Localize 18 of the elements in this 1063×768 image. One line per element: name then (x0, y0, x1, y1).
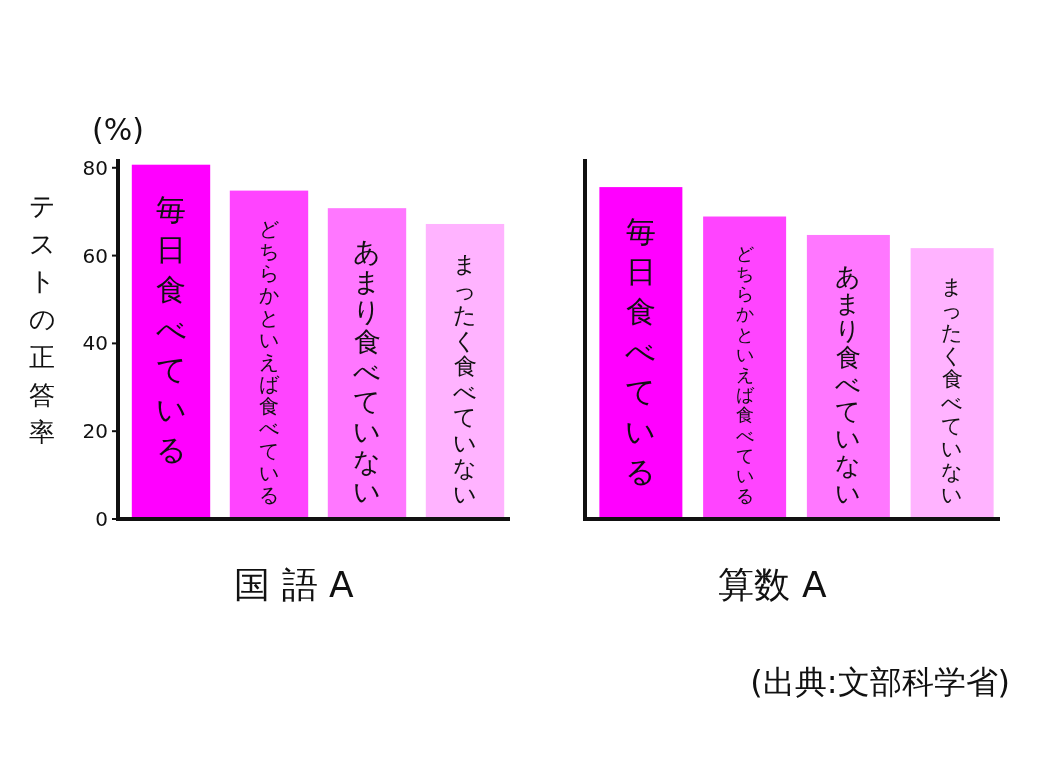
x-tick-label: 毎日食べている (155, 191, 187, 467)
x-tick-label: まったく食べていない (453, 250, 477, 507)
text: (出典:文部科学省) (750, 663, 1010, 701)
y-tick-label: 0 (95, 507, 108, 531)
y-tick-label: 60 (82, 243, 108, 268)
text: (%) (92, 112, 144, 147)
x-tick-label: 毎日食べている (625, 214, 657, 490)
x-tick-label: どちらかといえば食べている (735, 242, 754, 507)
x-axis-title: 算数 A (718, 564, 827, 605)
y-tick-label: 40 (82, 331, 108, 356)
y-axis-title: テストの正答率 (28, 191, 56, 448)
y-tick-label: 80 (82, 155, 108, 180)
x-tick-label: まったく食べていない (941, 275, 964, 507)
y-tick-label: 20 (82, 419, 108, 444)
x-tick-label: どちらかといえば食べている (259, 216, 279, 507)
x-axis-title: 国 語 A (234, 564, 355, 605)
x-tick-label: あまり食べていない (353, 235, 381, 508)
x-tick-label: あまり食べていない (835, 261, 862, 508)
